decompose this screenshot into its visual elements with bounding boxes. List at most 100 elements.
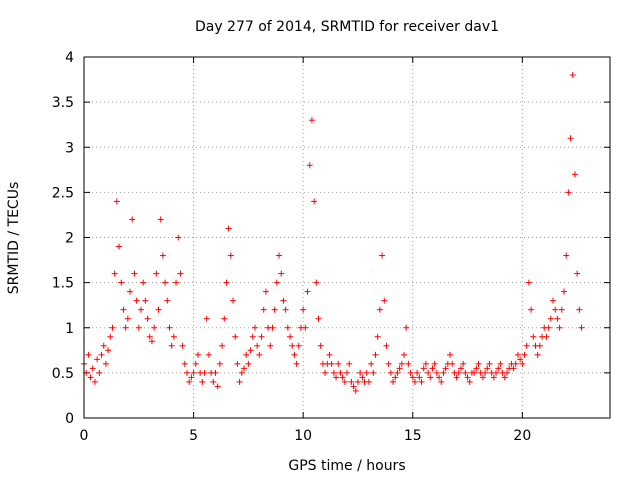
data-point (105, 347, 112, 354)
data-point (547, 315, 554, 322)
data-point (545, 324, 552, 331)
grid-lines (84, 57, 610, 418)
data-point (359, 374, 366, 381)
y-tick-label: 0.5 (52, 366, 74, 382)
data-point (271, 306, 278, 313)
data-point (578, 324, 585, 331)
data-point (403, 324, 410, 331)
data-point (199, 378, 206, 385)
data-point (464, 374, 471, 381)
data-point (107, 333, 114, 340)
data-point (258, 333, 265, 340)
data-point (354, 378, 361, 385)
data-point (282, 306, 289, 313)
data-point (337, 369, 344, 376)
data-point (376, 306, 383, 313)
data-point (232, 333, 239, 340)
data-point (230, 297, 237, 304)
data-point (192, 360, 199, 367)
data-point (186, 378, 193, 385)
data-point (475, 360, 482, 367)
data-point (313, 279, 320, 286)
data-point (385, 360, 392, 367)
data-point (433, 369, 440, 376)
x-tick-label: 15 (404, 428, 422, 444)
data-point (333, 374, 340, 381)
data-point (122, 324, 129, 331)
data-point (300, 306, 307, 313)
data-point (194, 351, 201, 358)
data-point (523, 342, 530, 349)
data-point (120, 306, 127, 313)
tick-labels: 0 5 10 15 20 0 0.5 1 1.5 2 2.5 3 3.5 4 (52, 50, 532, 444)
data-point (293, 360, 300, 367)
data-point (89, 365, 96, 372)
data-point (449, 360, 456, 367)
data-point (460, 360, 467, 367)
data-point (344, 369, 350, 376)
chart-title: Day 277 of 2014, SRMTID for receiver dav… (195, 19, 499, 35)
data-point (238, 369, 245, 376)
data-point (398, 360, 405, 367)
data-point (368, 360, 375, 367)
data-point (212, 369, 219, 376)
data-point (528, 306, 535, 313)
data-point (225, 225, 232, 232)
data-point (530, 333, 537, 340)
data-point (219, 342, 226, 349)
data-point (501, 374, 508, 381)
data-point (306, 162, 313, 169)
data-point (227, 252, 234, 259)
data-point (151, 324, 158, 331)
data-point (245, 360, 252, 367)
data-point (249, 333, 256, 340)
y-axis-label: SRMTID / TECUs (6, 182, 22, 295)
data-point (357, 369, 364, 376)
data-point (267, 342, 274, 349)
data-point (87, 374, 94, 381)
data-point (429, 365, 436, 372)
data-point (240, 365, 247, 372)
data-point (133, 297, 140, 304)
data-point (466, 378, 473, 385)
data-point (536, 342, 543, 349)
data-point (510, 365, 517, 372)
data-point (514, 351, 521, 358)
data-point (221, 315, 228, 322)
data-point (365, 378, 372, 385)
data-point (574, 270, 581, 277)
data-point (162, 279, 169, 286)
data-point (148, 338, 155, 345)
data-point (341, 378, 348, 385)
data-point (256, 351, 263, 358)
data-point (558, 306, 565, 313)
data-point (431, 360, 438, 367)
data-point (387, 369, 394, 376)
data-point (146, 333, 153, 340)
data-point (576, 306, 583, 313)
data-point (280, 297, 287, 304)
data-point (571, 171, 578, 178)
y-tick-label: 2 (65, 231, 74, 247)
data-point (177, 270, 184, 277)
data-point (482, 369, 489, 376)
data-point (420, 365, 427, 372)
data-point (131, 270, 138, 277)
data-point (495, 365, 502, 372)
data-point (98, 351, 105, 358)
data-point (569, 72, 576, 79)
data-point (427, 374, 434, 381)
data-point (394, 369, 401, 376)
data-point (512, 360, 519, 367)
y-tick-label: 1.5 (52, 276, 74, 292)
data-point (210, 378, 217, 385)
data-point (96, 369, 103, 376)
data-point (91, 378, 98, 385)
x-tick-label: 10 (294, 428, 312, 444)
data-point (254, 342, 261, 349)
data-point (462, 369, 469, 376)
data-point (168, 342, 175, 349)
data-point (184, 369, 191, 376)
data-point (127, 288, 134, 295)
data-point (346, 360, 353, 367)
